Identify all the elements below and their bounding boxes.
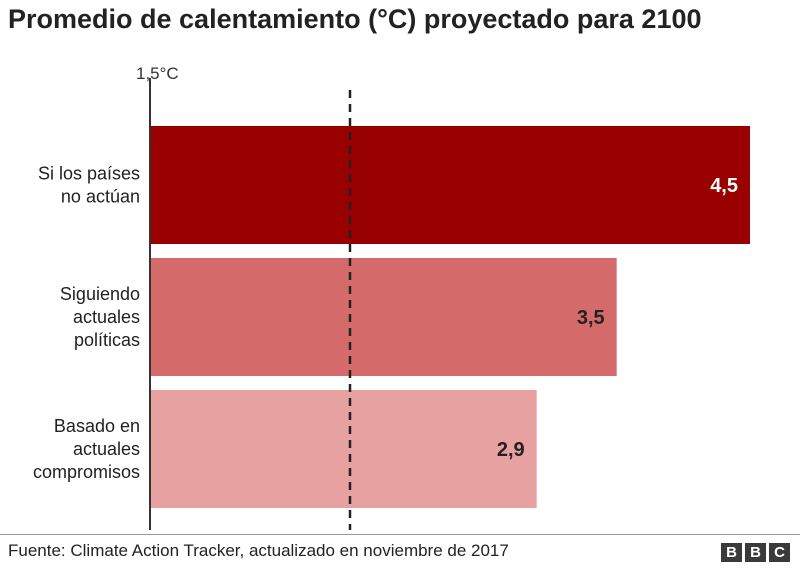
chart-title: Promedio de calentamiento (°C) proyectad…: [8, 4, 702, 34]
bbc-logo-letter: B: [721, 543, 742, 562]
bbc-logo-letter: B: [745, 543, 766, 562]
bar: [150, 258, 617, 376]
bar-chart: 1,5°C 4,5 Si los países no actúan 3,5 Siguie…: [33, 64, 750, 530]
bbc-logo-letter: C: [769, 543, 790, 562]
category-label-line: no actúan: [61, 187, 140, 207]
category-label-line: Siguiendo: [60, 284, 140, 304]
category-label-line: políticas: [74, 330, 140, 350]
bar-value-label: 3,5: [577, 307, 605, 329]
category-label: Siguiendo actuales políticas: [60, 284, 140, 350]
source-note: Fuente: Climate Action Tracker, actualiz…: [8, 541, 509, 560]
bar: [150, 390, 537, 508]
category-label-line: Si los países: [38, 164, 140, 184]
category-label: Basado en actuales compromisos: [33, 416, 140, 482]
bbc-logo: B B C: [721, 543, 790, 562]
footer: Fuente: Climate Action Tracker, actualiz…: [0, 534, 800, 568]
category-label-line: Basado en: [54, 416, 140, 436]
category-label-line: compromisos: [33, 462, 140, 482]
bar: [150, 126, 750, 244]
category-label-line: actuales: [73, 439, 140, 459]
category-label: Si los países no actúan: [38, 164, 140, 207]
reference-line-label: 1,5°C: [136, 64, 179, 83]
bar-value-label: 2,9: [497, 439, 525, 461]
bar-value-label: 4,5: [710, 175, 738, 197]
category-label-line: actuales: [73, 307, 140, 327]
